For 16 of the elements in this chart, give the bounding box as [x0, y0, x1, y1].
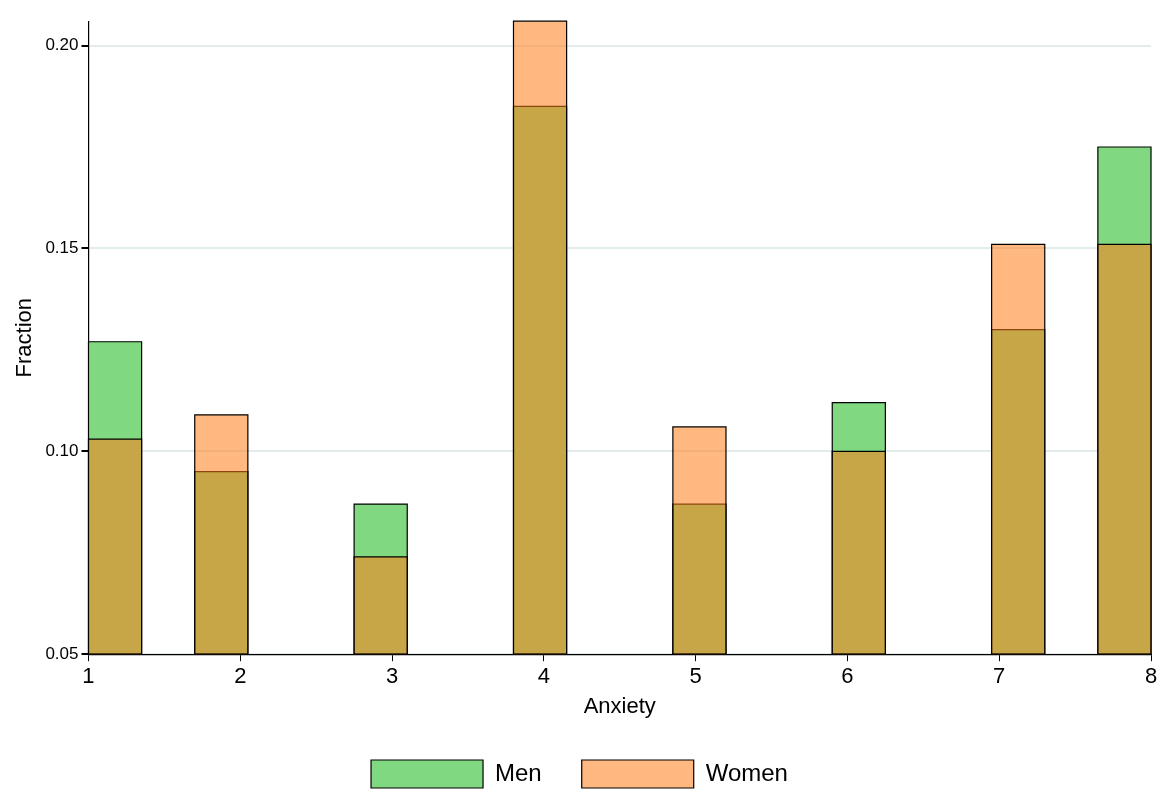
y-axis-title: Fraction [11, 297, 37, 378]
x-tick-label: 3 [385, 663, 399, 689]
legend-label: Women [705, 758, 788, 786]
x-tick-label: 4 [537, 663, 550, 689]
y-tick-label: 0.15 [45, 238, 79, 258]
x-tick-label: 5 [689, 663, 702, 689]
y-tick-label: 0.05 [45, 643, 79, 663]
y-tick-label: 0.10 [45, 441, 79, 460]
legend-label: Men [495, 758, 542, 786]
x-tick-label: 2 [234, 663, 247, 689]
x-tick-label: 1 [82, 663, 95, 689]
y-tick-label: 0.20 [45, 35, 79, 55]
x-tick-label: 8 [1144, 663, 1158, 689]
x-tick-label: 6 [841, 663, 854, 689]
x-tick-label: 7 [993, 663, 1006, 689]
x-axis-title: Anxiety [583, 692, 656, 718]
